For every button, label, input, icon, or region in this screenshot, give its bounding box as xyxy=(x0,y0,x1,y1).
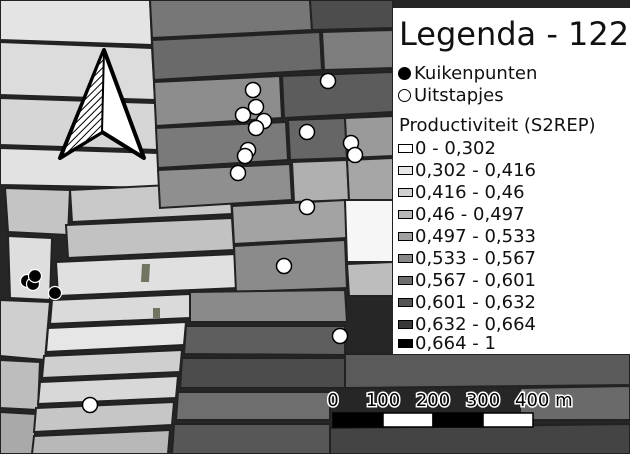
class-swatch xyxy=(398,319,413,329)
parcel-layer-west xyxy=(0,0,162,454)
scale-segment xyxy=(482,412,534,428)
legend-class: 0,497 - 0,533 xyxy=(398,225,536,247)
legend-title: Legenda - 12261 xyxy=(399,15,630,53)
legend-item-label: Kuikenpunten xyxy=(414,62,538,84)
kuikenpunten-layer xyxy=(19,268,63,301)
class-swatch xyxy=(398,338,413,348)
legend-item-kuikenpunten: Kuikenpunten xyxy=(398,62,537,84)
class-swatch xyxy=(398,187,413,197)
legend-class: 0,46 - 0,497 xyxy=(398,203,525,225)
uitstapje-marker[interactable] xyxy=(229,164,247,182)
scale-bar: 0 100 200 300 400 m xyxy=(326,389,574,428)
uitstapje-marker[interactable] xyxy=(346,146,364,164)
class-label: 0,302 - 0,416 xyxy=(415,159,536,181)
class-label: 0,533 - 0,567 xyxy=(415,247,536,269)
class-swatch xyxy=(398,209,413,219)
scale-tick-label: 200 xyxy=(416,390,450,411)
legend-item-uitstapjes: Uitstapjes xyxy=(398,84,504,106)
class-label: 0,632 - 0,664 xyxy=(415,313,536,335)
legend-class: 0 - 0,302 xyxy=(398,137,496,159)
class-swatch xyxy=(398,231,413,241)
class-label: 0,567 - 0,601 xyxy=(415,269,536,291)
scale-tick-label: 400 m xyxy=(515,390,573,411)
scale-tick-label: 100 xyxy=(366,390,400,411)
scale-segment xyxy=(332,412,384,428)
uitstapje-marker[interactable] xyxy=(298,198,316,216)
class-label: 0,46 - 0,497 xyxy=(415,203,525,225)
uitstapje-marker[interactable] xyxy=(236,147,254,165)
legend-class: 0,632 - 0,664 xyxy=(398,313,536,335)
uitstapje-marker[interactable] xyxy=(298,123,316,141)
legend-class: 0,567 - 0,601 xyxy=(398,269,536,291)
class-swatch xyxy=(398,297,413,307)
parcel-layer-northeast xyxy=(148,0,394,297)
scale-tick-label: 300 xyxy=(466,390,500,411)
uitstapje-marker[interactable] xyxy=(275,257,293,275)
class-label: 0,664 - 1 xyxy=(415,332,496,354)
north-arrow-icon xyxy=(58,48,146,160)
legend-section-title: Productiviteit (S2REP) xyxy=(399,115,596,136)
class-swatch xyxy=(398,143,413,153)
class-swatch xyxy=(398,165,413,175)
class-label: 0 - 0,302 xyxy=(415,137,496,159)
class-label: 0,497 - 0,533 xyxy=(415,225,536,247)
class-label: 0,601 - 0,632 xyxy=(415,291,536,313)
class-swatch xyxy=(398,275,413,285)
legend-item-label: Uitstapjes xyxy=(414,84,504,106)
class-label: 0,416 - 0,46 xyxy=(415,181,525,203)
legend-class: 0,601 - 0,632 xyxy=(398,291,536,313)
class-swatch xyxy=(398,253,413,263)
small-feature xyxy=(141,264,150,282)
parcel-layer-southeast xyxy=(170,288,630,454)
uitstapjes-layer xyxy=(81,72,364,414)
legend-class: 0,664 - 1 xyxy=(398,332,496,354)
legend-class: 0,302 - 0,416 xyxy=(398,159,536,181)
uitstapje-marker[interactable] xyxy=(234,106,252,124)
uitstapje-marker[interactable] xyxy=(319,72,337,90)
kuikenpunt-marker[interactable] xyxy=(27,268,43,284)
uitstapje-marker[interactable] xyxy=(81,396,99,414)
scale-segment xyxy=(432,412,484,428)
legend-panel: Legenda - 12261 Kuikenpunten Uitstapjes … xyxy=(393,8,630,354)
scale-segment xyxy=(382,412,434,428)
uitstapje-marker[interactable] xyxy=(331,327,349,345)
hollow-circle-icon xyxy=(398,88,411,102)
legend-class: 0,533 - 0,567 xyxy=(398,247,536,269)
legend-class: 0,416 - 0,46 xyxy=(398,181,525,203)
uitstapje-marker[interactable] xyxy=(247,119,265,137)
kuikenpunt-marker[interactable] xyxy=(47,285,63,301)
scale-tick-label: 0 xyxy=(327,390,338,411)
filled-circle-icon xyxy=(398,66,411,80)
uitstapje-marker[interactable] xyxy=(244,81,262,99)
uitstapje-marker[interactable] xyxy=(247,98,265,116)
small-feature xyxy=(153,308,160,318)
